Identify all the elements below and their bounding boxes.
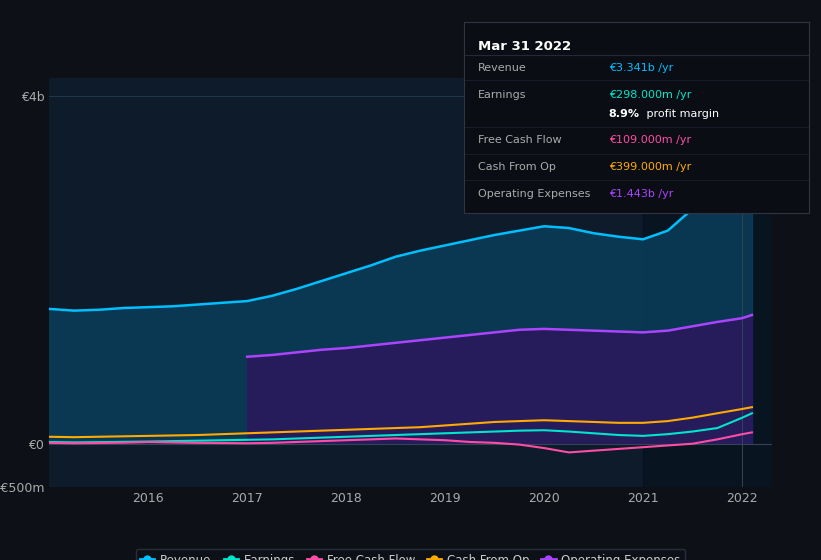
Text: €399.000m /yr: €399.000m /yr — [608, 162, 691, 172]
Text: Operating Expenses: Operating Expenses — [478, 189, 590, 199]
Text: €1.443b /yr: €1.443b /yr — [608, 189, 673, 199]
Text: €109.000m /yr: €109.000m /yr — [608, 136, 690, 146]
Text: Mar 31 2022: Mar 31 2022 — [478, 40, 571, 53]
Legend: Revenue, Earnings, Free Cash Flow, Cash From Op, Operating Expenses: Revenue, Earnings, Free Cash Flow, Cash … — [135, 549, 686, 560]
Text: 8.9%: 8.9% — [608, 109, 640, 119]
Text: €298.000m /yr: €298.000m /yr — [608, 90, 691, 100]
Bar — [643, 78, 772, 487]
Text: Cash From Op: Cash From Op — [478, 162, 556, 172]
Text: Free Cash Flow: Free Cash Flow — [478, 136, 562, 146]
Text: €3.341b /yr: €3.341b /yr — [608, 63, 673, 73]
Text: profit margin: profit margin — [643, 109, 719, 119]
Text: Earnings: Earnings — [478, 90, 526, 100]
Text: Revenue: Revenue — [478, 63, 526, 73]
